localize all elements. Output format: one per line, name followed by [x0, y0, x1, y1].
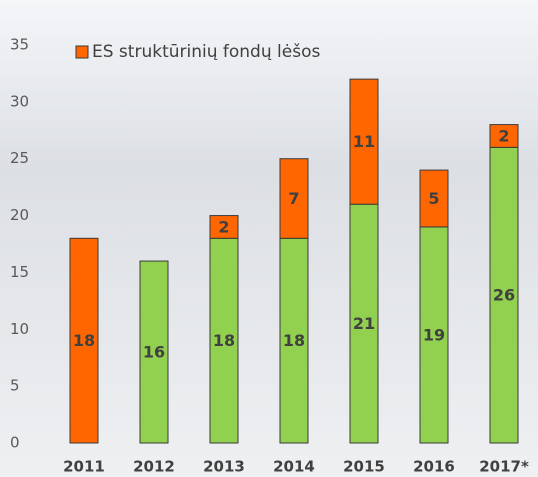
y-tick-label: 35: [10, 36, 29, 54]
bar-segment: [209, 237, 239, 444]
y-tick-label: 15: [10, 263, 29, 281]
value-label: 18: [283, 331, 305, 350]
bar-segment: [139, 260, 169, 444]
x-tick-label: 2011: [63, 458, 105, 476]
bar-segment: [69, 237, 99, 444]
value-label: 16: [143, 343, 165, 362]
y-tick-label: 20: [10, 206, 29, 224]
bar-segment: [489, 146, 519, 444]
legend-swatch: [75, 45, 89, 59]
x-tick-label: 2014: [273, 458, 315, 476]
value-label: 7: [288, 189, 299, 208]
value-label: 2: [218, 217, 229, 236]
value-label: 26: [493, 286, 515, 305]
value-label: 2: [498, 126, 509, 145]
x-tick-label: 2016: [413, 458, 455, 476]
y-tick-label: 30: [10, 92, 29, 110]
bar-segment: [419, 226, 449, 444]
value-label: 11: [353, 132, 375, 151]
value-label: 18: [213, 331, 235, 350]
y-tick-label: 25: [10, 149, 29, 167]
bar-segment: [489, 124, 519, 148]
bar-segment: [419, 169, 449, 228]
y-tick-label: 10: [10, 320, 29, 338]
y-tick-label: 5: [10, 377, 20, 395]
value-label: 18: [73, 331, 95, 350]
x-tick-label: 2017*: [479, 458, 529, 476]
bar-segment: [279, 158, 309, 239]
legend-label: ES struktūrinių fondų lėšos: [92, 42, 320, 62]
x-tick-label: 2013: [203, 458, 245, 476]
x-tick-label: 2015: [343, 458, 385, 476]
value-label: 21: [353, 314, 375, 333]
y-tick-label: 0: [10, 434, 20, 452]
bar-segment: [349, 203, 379, 444]
bar-segment: [209, 215, 239, 239]
value-label: 5: [428, 189, 439, 208]
bar-segment: [349, 78, 379, 205]
x-tick-label: 2012: [133, 458, 175, 476]
value-label: 19: [423, 325, 445, 344]
